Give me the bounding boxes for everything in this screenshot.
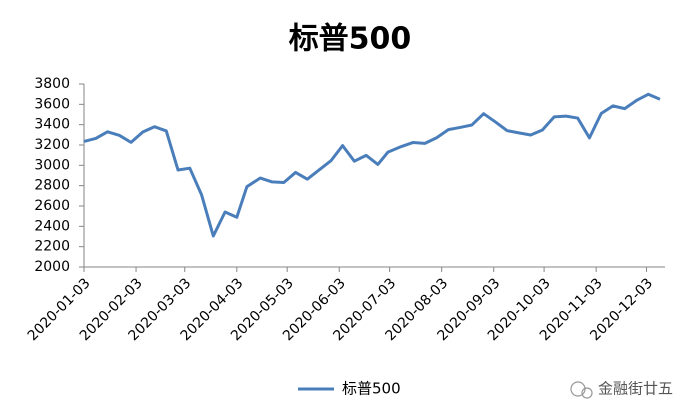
y-tick-label: 2000 (34, 259, 70, 275)
chart-title: 标普500 (289, 22, 412, 57)
y-tick-label: 2800 (34, 178, 70, 194)
watermark-icon (570, 381, 593, 399)
y-tick-label: 3400 (34, 117, 70, 133)
y-tick-label: 3800 (34, 76, 70, 92)
y-tick-label: 2400 (34, 218, 70, 234)
y-tick-label: 3200 (34, 137, 70, 153)
y-tick-label: 3600 (34, 96, 70, 112)
watermark: 金融街廿五 (598, 380, 673, 398)
y-tick-label: 2600 (34, 198, 70, 214)
y-tick-label: 2200 (34, 239, 70, 255)
legend-label: 标普500 (342, 380, 401, 398)
y-tick-label: 3000 (34, 157, 70, 173)
line-series (83, 92, 661, 238)
